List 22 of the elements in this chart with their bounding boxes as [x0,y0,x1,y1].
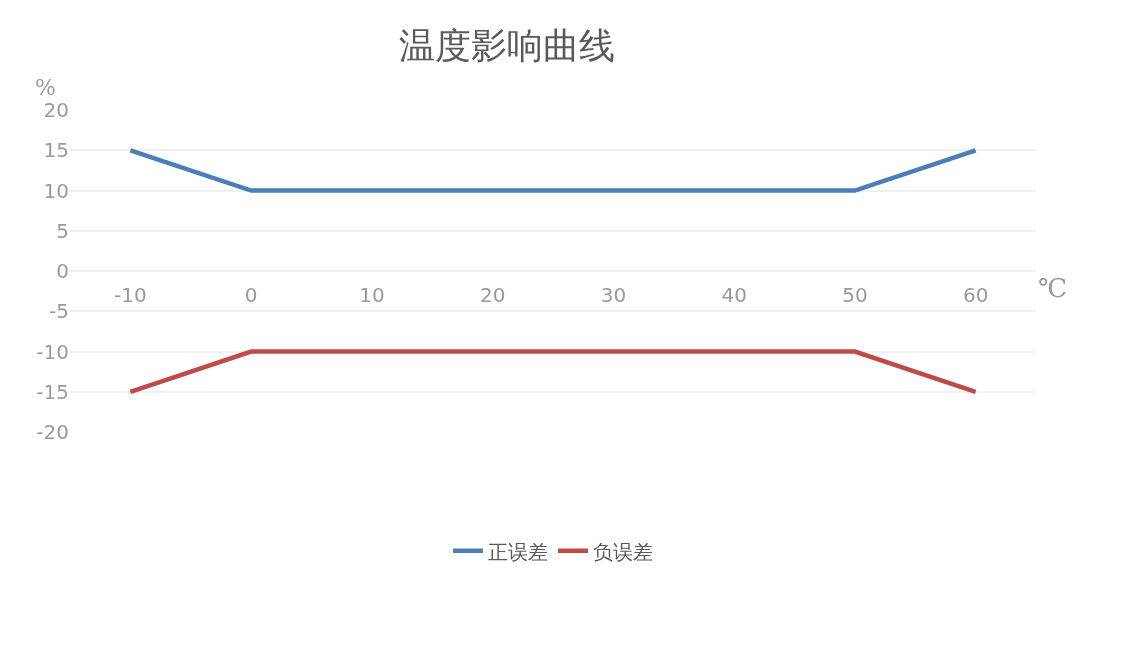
x-tick-label: 10 [359,283,385,308]
y-tick-label: -20 [36,420,69,445]
y-tick-label: -15 [36,379,69,404]
y-tick-label: 15 [43,138,69,163]
legend-label: 正误差 [488,539,548,564]
y-tick-label: -5 [49,299,69,324]
x-axis-title: ℃ [1038,273,1068,303]
x-tick-label: -10 [114,283,147,308]
x-tick-label: 50 [842,283,868,308]
x-tick-label: 40 [721,283,747,308]
x-tick-label: 30 [600,283,627,308]
y-tick-label: 10 [43,178,69,203]
legend-label: 负误差 [593,539,653,564]
x-tick-label: 60 [962,283,989,308]
y-tick-label: -10 [36,339,69,364]
y-tick-label: 0 [56,259,69,284]
y-tick-label: 5 [56,218,69,243]
x-tick-label: 0 [244,283,258,308]
chart-title: 温度影响曲线 [398,24,615,66]
y-axis-title: % [35,75,56,100]
x-tick-label: 20 [479,283,506,308]
y-tick-label: 20 [43,98,69,122]
